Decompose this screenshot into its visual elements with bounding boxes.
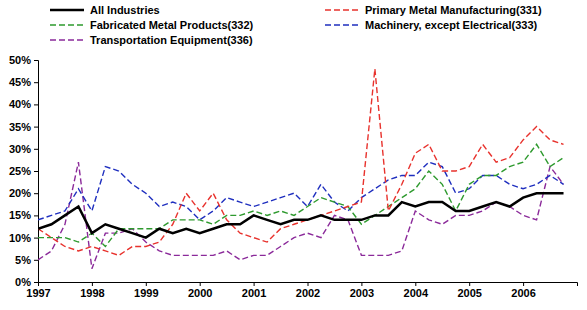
x-tick-mark	[92, 282, 93, 286]
legend-swatch	[50, 39, 84, 40]
y-tick: 5%	[15, 254, 38, 266]
legend-item: All Industries	[50, 4, 160, 16]
legend-swatch	[325, 24, 359, 25]
legend-label: Fabricated Metal Products(332)	[90, 19, 254, 31]
y-tick: 45%	[9, 76, 38, 88]
x-tick-mark	[38, 282, 39, 286]
x-tick-label: 2005	[457, 287, 481, 299]
x-tick-mark	[308, 282, 309, 286]
x-tick: 2002	[296, 282, 320, 299]
y-tick-label: 5%	[15, 254, 31, 266]
series-line	[38, 69, 564, 255]
y-tick-mark	[34, 104, 38, 105]
y-tick-mark	[34, 238, 38, 239]
legend: All Industries Primary Metal Manufacturin…	[50, 4, 542, 46]
x-tick: 2000	[188, 282, 212, 299]
x-tick-label: 1999	[134, 287, 158, 299]
x-tick-label: 2001	[242, 287, 266, 299]
y-tick-label: 30%	[9, 143, 31, 155]
y-tick-label: 20%	[9, 187, 31, 199]
x-tick-mark	[523, 282, 524, 286]
x-tick-label: 2002	[296, 287, 320, 299]
x-tick: 2005	[457, 282, 481, 299]
y-tick-mark	[34, 282, 38, 283]
x-tick-label: 1998	[80, 287, 104, 299]
x-tick: 2004	[404, 282, 429, 299]
legend-label: Machinery, except Electrical(333)	[365, 19, 538, 31]
y-tick-label: 35%	[9, 121, 31, 133]
y-tick-label: 10%	[9, 232, 31, 244]
y-tick-label: 40%	[9, 98, 31, 110]
x-tick-mark	[361, 282, 362, 286]
x-tick: 1999	[134, 282, 158, 299]
x-axis: 1997 1998 1999 2000 2001 2002 2003 2004 2005 2006	[26, 282, 577, 299]
x-tick-mark	[200, 282, 201, 286]
y-tick: 50%	[9, 54, 38, 66]
x-tick-mark	[146, 282, 147, 286]
y-tick: 35%	[9, 121, 38, 133]
legend-item: Fabricated Metal Products(332)	[50, 19, 254, 31]
series-line	[38, 193, 564, 237]
y-tick: 15%	[9, 209, 38, 221]
x-tick-label: 2006	[511, 287, 535, 299]
y-tick-mark	[34, 149, 38, 150]
x-tick-mark	[469, 282, 470, 286]
legend-label: Transportation Equipment(336)	[90, 34, 253, 46]
legend-item: Transportation Equipment(336)	[50, 34, 253, 46]
legend-item: Primary Metal Manufacturing(331)	[325, 4, 542, 16]
x-axis-line	[39, 283, 578, 287]
x-tick: 1998	[80, 282, 104, 299]
x-tick: 2001	[242, 282, 266, 299]
y-tick-label: 50%	[9, 54, 31, 66]
y-tick-mark	[34, 127, 38, 128]
x-tick-mark	[254, 282, 255, 286]
legend-swatch	[50, 9, 84, 12]
x-tick: 2003	[350, 282, 374, 299]
legend-label: All Industries	[90, 4, 160, 16]
x-tick-label: 2004	[404, 287, 429, 299]
y-tick-mark	[34, 60, 38, 61]
chart: 0%5%10%15%20%25%30%35%40%45%50%199719981…	[0, 0, 587, 310]
y-tick-mark	[34, 260, 38, 261]
y-tick: 25%	[9, 165, 38, 177]
y-axis: 0%5%10%15%20%25%30%35%40%45%50%	[9, 54, 39, 288]
y-tick-mark	[34, 193, 38, 194]
y-tick-mark	[34, 82, 38, 83]
x-tick: 1997	[26, 282, 50, 299]
y-tick: 30%	[9, 143, 38, 155]
y-axis-line	[34, 61, 39, 283]
x-tick: 2006	[511, 282, 535, 299]
y-tick: 40%	[9, 98, 38, 110]
series-line	[38, 162, 564, 269]
series-line	[38, 144, 564, 246]
legend-label: Primary Metal Manufacturing(331)	[365, 4, 542, 16]
y-tick-mark	[34, 171, 38, 172]
y-tick-label: 45%	[9, 76, 31, 88]
y-tick-label: 15%	[9, 209, 31, 221]
x-tick-label: 2003	[350, 287, 374, 299]
y-tick-mark	[34, 215, 38, 216]
y-tick: 20%	[9, 187, 38, 199]
plot-area	[38, 69, 564, 269]
y-tick-label: 25%	[9, 165, 31, 177]
legend-swatch	[50, 24, 84, 25]
x-tick-label: 2000	[188, 287, 212, 299]
x-tick-mark	[415, 282, 416, 286]
legend-swatch	[325, 9, 359, 10]
y-tick: 10%	[9, 232, 38, 244]
legend-item: Machinery, except Electrical(333)	[325, 19, 538, 31]
x-tick-label: 1997	[26, 287, 50, 299]
